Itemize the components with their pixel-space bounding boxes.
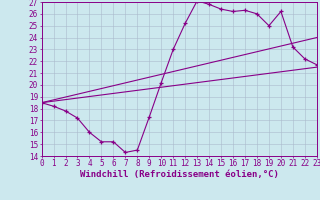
X-axis label: Windchill (Refroidissement éolien,°C): Windchill (Refroidissement éolien,°C): [80, 170, 279, 179]
